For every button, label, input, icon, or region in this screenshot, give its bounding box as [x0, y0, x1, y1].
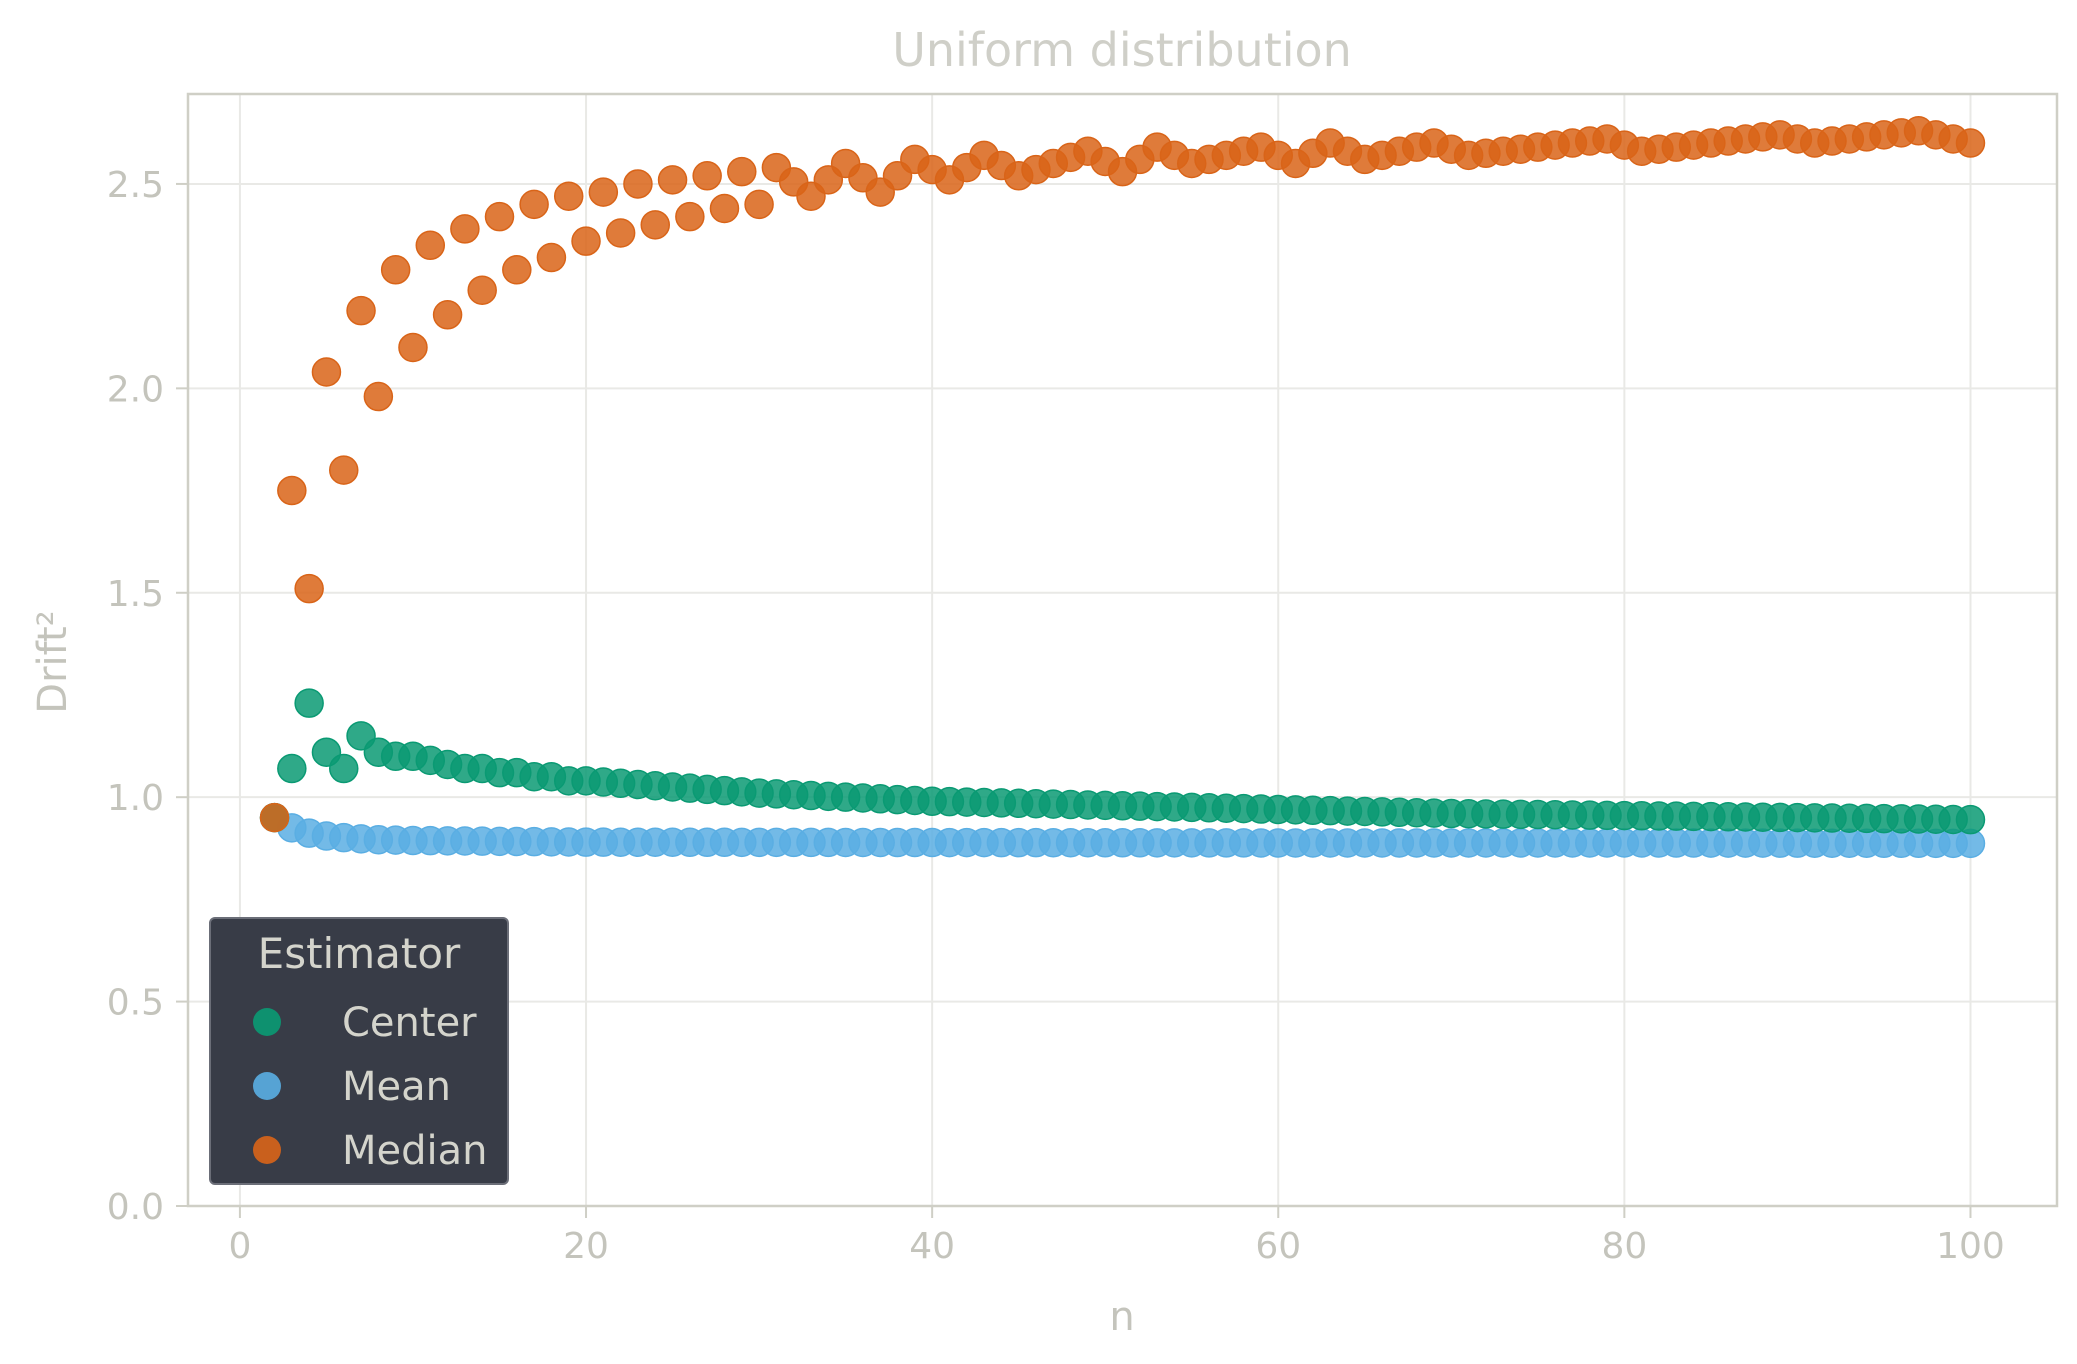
legend: Estimator Center Mean Median: [209, 917, 509, 1185]
series-mean: [259, 802, 1986, 859]
point-center: [294, 688, 324, 718]
legend-label-median: Median: [342, 1128, 488, 1174]
point-center: [1955, 804, 1986, 835]
point-median: [259, 802, 290, 833]
plot-area-frame: [186, 92, 2059, 1208]
legend-marker-center: [253, 1008, 281, 1036]
series-median: [259, 116, 1986, 833]
x-tick-label: 0: [228, 1226, 251, 1267]
point-median: [450, 214, 480, 244]
legend-box: [209, 917, 509, 1185]
point-center: [277, 753, 307, 784]
point-median: [294, 573, 324, 604]
series-center: [259, 688, 1986, 835]
point-median: [363, 381, 394, 412]
legend-label-center: Center: [342, 1000, 477, 1046]
point-median: [675, 201, 705, 232]
point-median: [346, 295, 376, 326]
x-tick-label: 40: [909, 1226, 955, 1267]
y-tick-label: 1.5: [107, 574, 164, 615]
y-tick-label: 1.0: [107, 778, 164, 819]
point-median: [415, 230, 446, 261]
point-median: [571, 226, 601, 256]
point-median: [605, 218, 636, 248]
x-tick-label: 100: [1936, 1226, 2005, 1267]
point-median: [727, 156, 757, 187]
data-points: [259, 116, 1986, 859]
y-tick-label: 0.5: [107, 983, 164, 1024]
x-tick-label: 80: [1601, 1226, 1647, 1267]
point-median: [588, 177, 619, 207]
point-median: [329, 455, 359, 485]
point-median: [502, 255, 532, 285]
chart-title: Uniform distribution: [892, 23, 1352, 77]
y-axis-label: Drift²: [30, 610, 76, 713]
legend-label-mean: Mean: [342, 1064, 451, 1110]
x-tick-label: 60: [1255, 1226, 1301, 1267]
point-median: [744, 189, 774, 220]
x-tick-label: 20: [563, 1226, 609, 1267]
point-median: [536, 242, 567, 273]
point-median: [467, 275, 497, 305]
x-axis-label: n: [1109, 1294, 1134, 1340]
axis-ticks: 0 20 40 60 80 100 0.0 0.5 1.0 1.5 2.0 2.5: [107, 165, 2005, 1267]
point-median: [398, 332, 428, 363]
y-tick-label: 2.5: [107, 165, 164, 206]
point-median: [277, 475, 307, 506]
legend-marker-median: [253, 1136, 281, 1164]
point-median: [519, 189, 549, 220]
y-tick-label: 2.0: [107, 369, 164, 410]
point-median: [432, 300, 463, 330]
point-median: [553, 181, 584, 211]
point-median: [640, 210, 670, 240]
point-median: [380, 255, 411, 285]
point-median: [692, 161, 722, 191]
point-median: [623, 169, 653, 199]
point-median: [311, 357, 342, 387]
legend-marker-mean: [253, 1072, 281, 1100]
point-median: [1955, 128, 1986, 158]
point-median: [709, 193, 740, 224]
point-median: [657, 165, 688, 195]
point-median: [484, 201, 515, 232]
y-tick-label: 0.0: [107, 1187, 164, 1228]
point-center: [329, 753, 359, 784]
legend-title: Estimator: [258, 929, 461, 978]
